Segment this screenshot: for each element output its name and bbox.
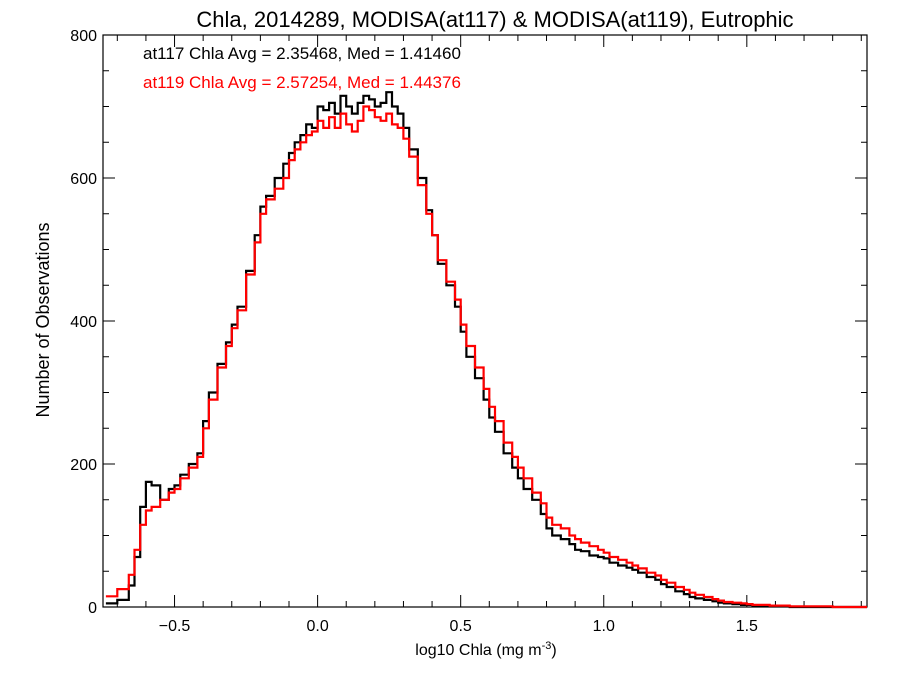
- x-tick-label: 1.5: [736, 618, 758, 635]
- plot-frame: [102, 34, 868, 608]
- y-axis-label: Number of Observations: [33, 222, 53, 417]
- y-tick-label: 400: [70, 314, 97, 331]
- y-tick-label: 0: [88, 600, 97, 617]
- histogram-series-black: [105, 91, 867, 609]
- stats-annotation: at117 Chla Avg = 2.35468, Med = 1.41460: [143, 44, 461, 63]
- y-tick-label: 600: [70, 171, 97, 188]
- x-axis-label-superscript: -3: [542, 640, 552, 652]
- x-tick-label: −0.5: [159, 618, 191, 635]
- x-axis-label-end: ): [551, 642, 556, 659]
- x-tick-label: 0.0: [306, 618, 328, 635]
- x-axis-label-main: log10 Chla (mg m: [415, 642, 541, 659]
- x-tick-label: 1.0: [593, 618, 615, 635]
- y-tick-label: 200: [70, 457, 97, 474]
- histogram-series-red: [105, 105, 867, 609]
- stats-annotation: at119 Chla Avg = 2.57254, Med = 1.44376: [143, 73, 461, 92]
- y-tick-label: 800: [70, 28, 97, 45]
- x-axis-label: log10 Chla (mg m-3): [415, 640, 556, 659]
- chart-title: Chla, 2014289, MODISA(at117) & MODISA(at…: [196, 7, 793, 32]
- x-tick-label: 0.5: [450, 618, 472, 635]
